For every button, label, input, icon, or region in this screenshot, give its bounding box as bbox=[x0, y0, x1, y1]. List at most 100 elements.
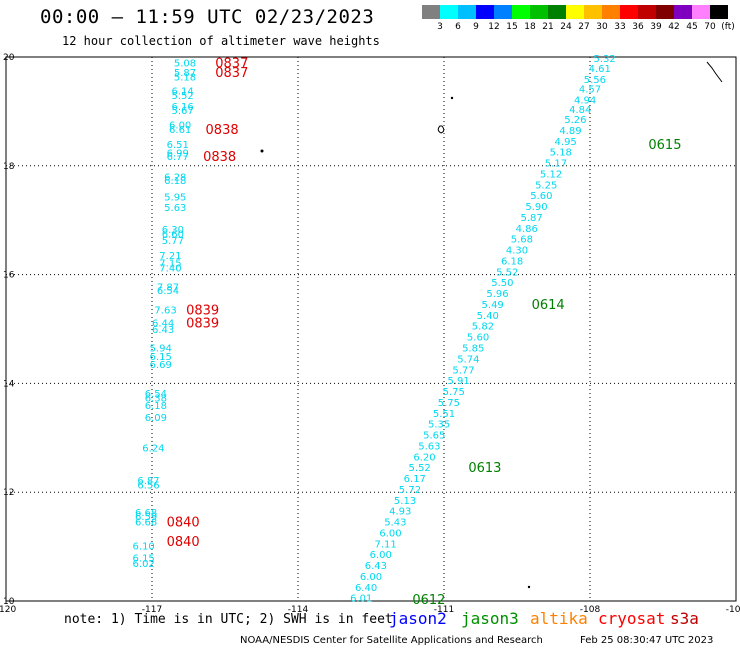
plot-frame bbox=[5, 56, 737, 602]
wave-height-label: 5.96 bbox=[486, 289, 508, 300]
wave-height-label: 6.00 bbox=[370, 550, 392, 561]
wave-height-label: 5.18 bbox=[174, 73, 196, 84]
wave-height-label: 5.91 bbox=[447, 376, 469, 387]
pass-time-label: 0837 bbox=[215, 56, 248, 71]
wave-height-label: 4.30 bbox=[506, 246, 528, 257]
colorbar-label: 33 bbox=[614, 22, 626, 32]
wave-height-label: 6.54 bbox=[145, 389, 167, 400]
wave-height-label: 6.17 bbox=[404, 474, 426, 485]
colorbar-swatch bbox=[638, 5, 656, 19]
wave-height-label: 6.40 bbox=[355, 583, 377, 594]
wave-height-label: 5.90 bbox=[525, 202, 547, 213]
colorbar-label: 6 bbox=[455, 22, 461, 32]
wave-height-label: 4.84 bbox=[569, 105, 591, 116]
wave-height-label: 6.14 bbox=[171, 87, 193, 98]
legend-jason3: jason3 bbox=[461, 609, 519, 628]
wave-height-label: 5.72 bbox=[399, 485, 421, 496]
wave-height-label: 6.01 bbox=[350, 594, 372, 605]
page-title: 00:00 – 11:59 UTC 02/23/2023 bbox=[40, 6, 375, 28]
pass-time-label: 0840 bbox=[167, 535, 200, 550]
wave-height-label: 6.15 bbox=[150, 352, 172, 363]
pass-time-label: 0840 bbox=[167, 516, 200, 531]
wave-height-label: 5.18 bbox=[550, 148, 572, 159]
wave-height-label: 5.40 bbox=[477, 311, 499, 322]
wave-height-label: 5.32 bbox=[593, 54, 615, 65]
y-tick-label: 16 bbox=[3, 271, 15, 281]
legend-jason2: jason2 bbox=[389, 609, 447, 628]
wave-height-label: 6.59 bbox=[135, 512, 157, 523]
wave-height-label: 5.77 bbox=[452, 365, 474, 376]
pass-time-label: 0612 bbox=[412, 593, 445, 608]
colorbar-label: 3 bbox=[437, 22, 443, 32]
wave-height-label: 6.00 bbox=[379, 528, 401, 539]
wave-height-label: 5.35 bbox=[428, 420, 450, 431]
wave-height-label: 5.52 bbox=[171, 91, 193, 102]
footer-credit: NOAA/NESDIS Center for Satellite Applica… bbox=[240, 635, 543, 646]
wave-height-label: 5.63 bbox=[418, 441, 440, 452]
y-tick-label: 12 bbox=[3, 488, 14, 498]
wave-height-label: 4.86 bbox=[516, 224, 538, 235]
island-mark bbox=[450, 96, 454, 100]
wave-height-label: 7.63 bbox=[154, 305, 176, 316]
island-mark bbox=[437, 125, 445, 134]
x-tick-label: -117 bbox=[142, 605, 162, 615]
wave-height-label: 5.12 bbox=[540, 169, 562, 180]
colorbar-swatch bbox=[476, 5, 494, 19]
wave-height-label: 5.17 bbox=[545, 159, 567, 170]
wave-height-label: 6.56 bbox=[137, 481, 159, 492]
wave-height-label: 6.15 bbox=[133, 553, 155, 564]
wave-height-label: 5.08 bbox=[174, 58, 196, 69]
pass-time-label: 0838 bbox=[203, 150, 236, 165]
pass-time-label: 0837 bbox=[215, 66, 248, 81]
colorbar-label: 39 bbox=[650, 22, 662, 32]
legend-cryosat: cryosat bbox=[598, 609, 666, 628]
wave-height-label: 6.18 bbox=[145, 401, 167, 412]
wave-height-label: 5.87 bbox=[520, 213, 542, 224]
wave-height-label: 5.13 bbox=[394, 496, 416, 507]
wave-height-label: 5.77 bbox=[162, 236, 184, 247]
wave-height-label: 6.18 bbox=[164, 176, 186, 187]
colorbar-label: (ft) bbox=[721, 22, 735, 32]
colorbar-swatch bbox=[656, 5, 674, 19]
pass-time-label: 0838 bbox=[206, 123, 239, 138]
wave-height-label: 5.25 bbox=[535, 180, 557, 191]
wave-height-label: 6.43 bbox=[152, 325, 174, 336]
colorbar-swatch bbox=[530, 5, 548, 19]
y-tick-label: 10 bbox=[3, 597, 15, 607]
wave-height-label: 5.52 bbox=[409, 463, 431, 474]
wave-height-label: 4.95 bbox=[555, 137, 577, 148]
wave-height-label: 6.20 bbox=[413, 452, 435, 463]
pass-time-label: 0615 bbox=[648, 138, 681, 153]
colorbar-label: 30 bbox=[596, 22, 608, 32]
colorbar-label: 27 bbox=[578, 22, 590, 32]
wave-height-label: 5.75 bbox=[443, 387, 465, 398]
wave-height-label: 4.89 bbox=[559, 126, 581, 137]
wave-height-label: 6.18 bbox=[501, 256, 523, 267]
wave-height-label: 5.95 bbox=[164, 192, 186, 203]
pass-time-label: 0613 bbox=[468, 461, 501, 476]
wave-height-label: 7.87 bbox=[157, 283, 179, 294]
colorbar-swatch bbox=[602, 5, 620, 19]
legend-altika: altika bbox=[530, 609, 588, 628]
wave-height-label: 5.60 bbox=[467, 333, 489, 344]
colorbar-label: 70 bbox=[704, 22, 716, 32]
colorbar-label: 36 bbox=[632, 22, 644, 32]
wave-height-label: 6.44 bbox=[152, 318, 174, 329]
page-subtitle: 12 hour collection of altimeter wave hei… bbox=[62, 34, 380, 48]
y-tick-label: 18 bbox=[3, 162, 15, 172]
wave-height-label: 6.68 bbox=[135, 508, 157, 519]
colorbar-swatch bbox=[548, 5, 566, 19]
wave-height-label: 6.00 bbox=[360, 572, 382, 583]
pass-time-label: 0839 bbox=[186, 303, 219, 318]
wave-height-label: 6.69 bbox=[150, 360, 172, 371]
wave-height-label: 5.75 bbox=[438, 398, 460, 409]
x-tick-label: -105 bbox=[726, 605, 740, 615]
colorbar-label: 15 bbox=[506, 22, 518, 32]
wave-height-label: 6.16 bbox=[171, 102, 193, 113]
wave-height-label: 5.67 bbox=[171, 106, 193, 117]
colorbar-label: 9 bbox=[473, 22, 479, 32]
wave-height-label: 6.77 bbox=[167, 152, 189, 163]
wave-height-label: 6.02 bbox=[133, 559, 155, 570]
coastline-mark bbox=[706, 61, 723, 83]
wave-height-label: 4.93 bbox=[389, 507, 411, 518]
